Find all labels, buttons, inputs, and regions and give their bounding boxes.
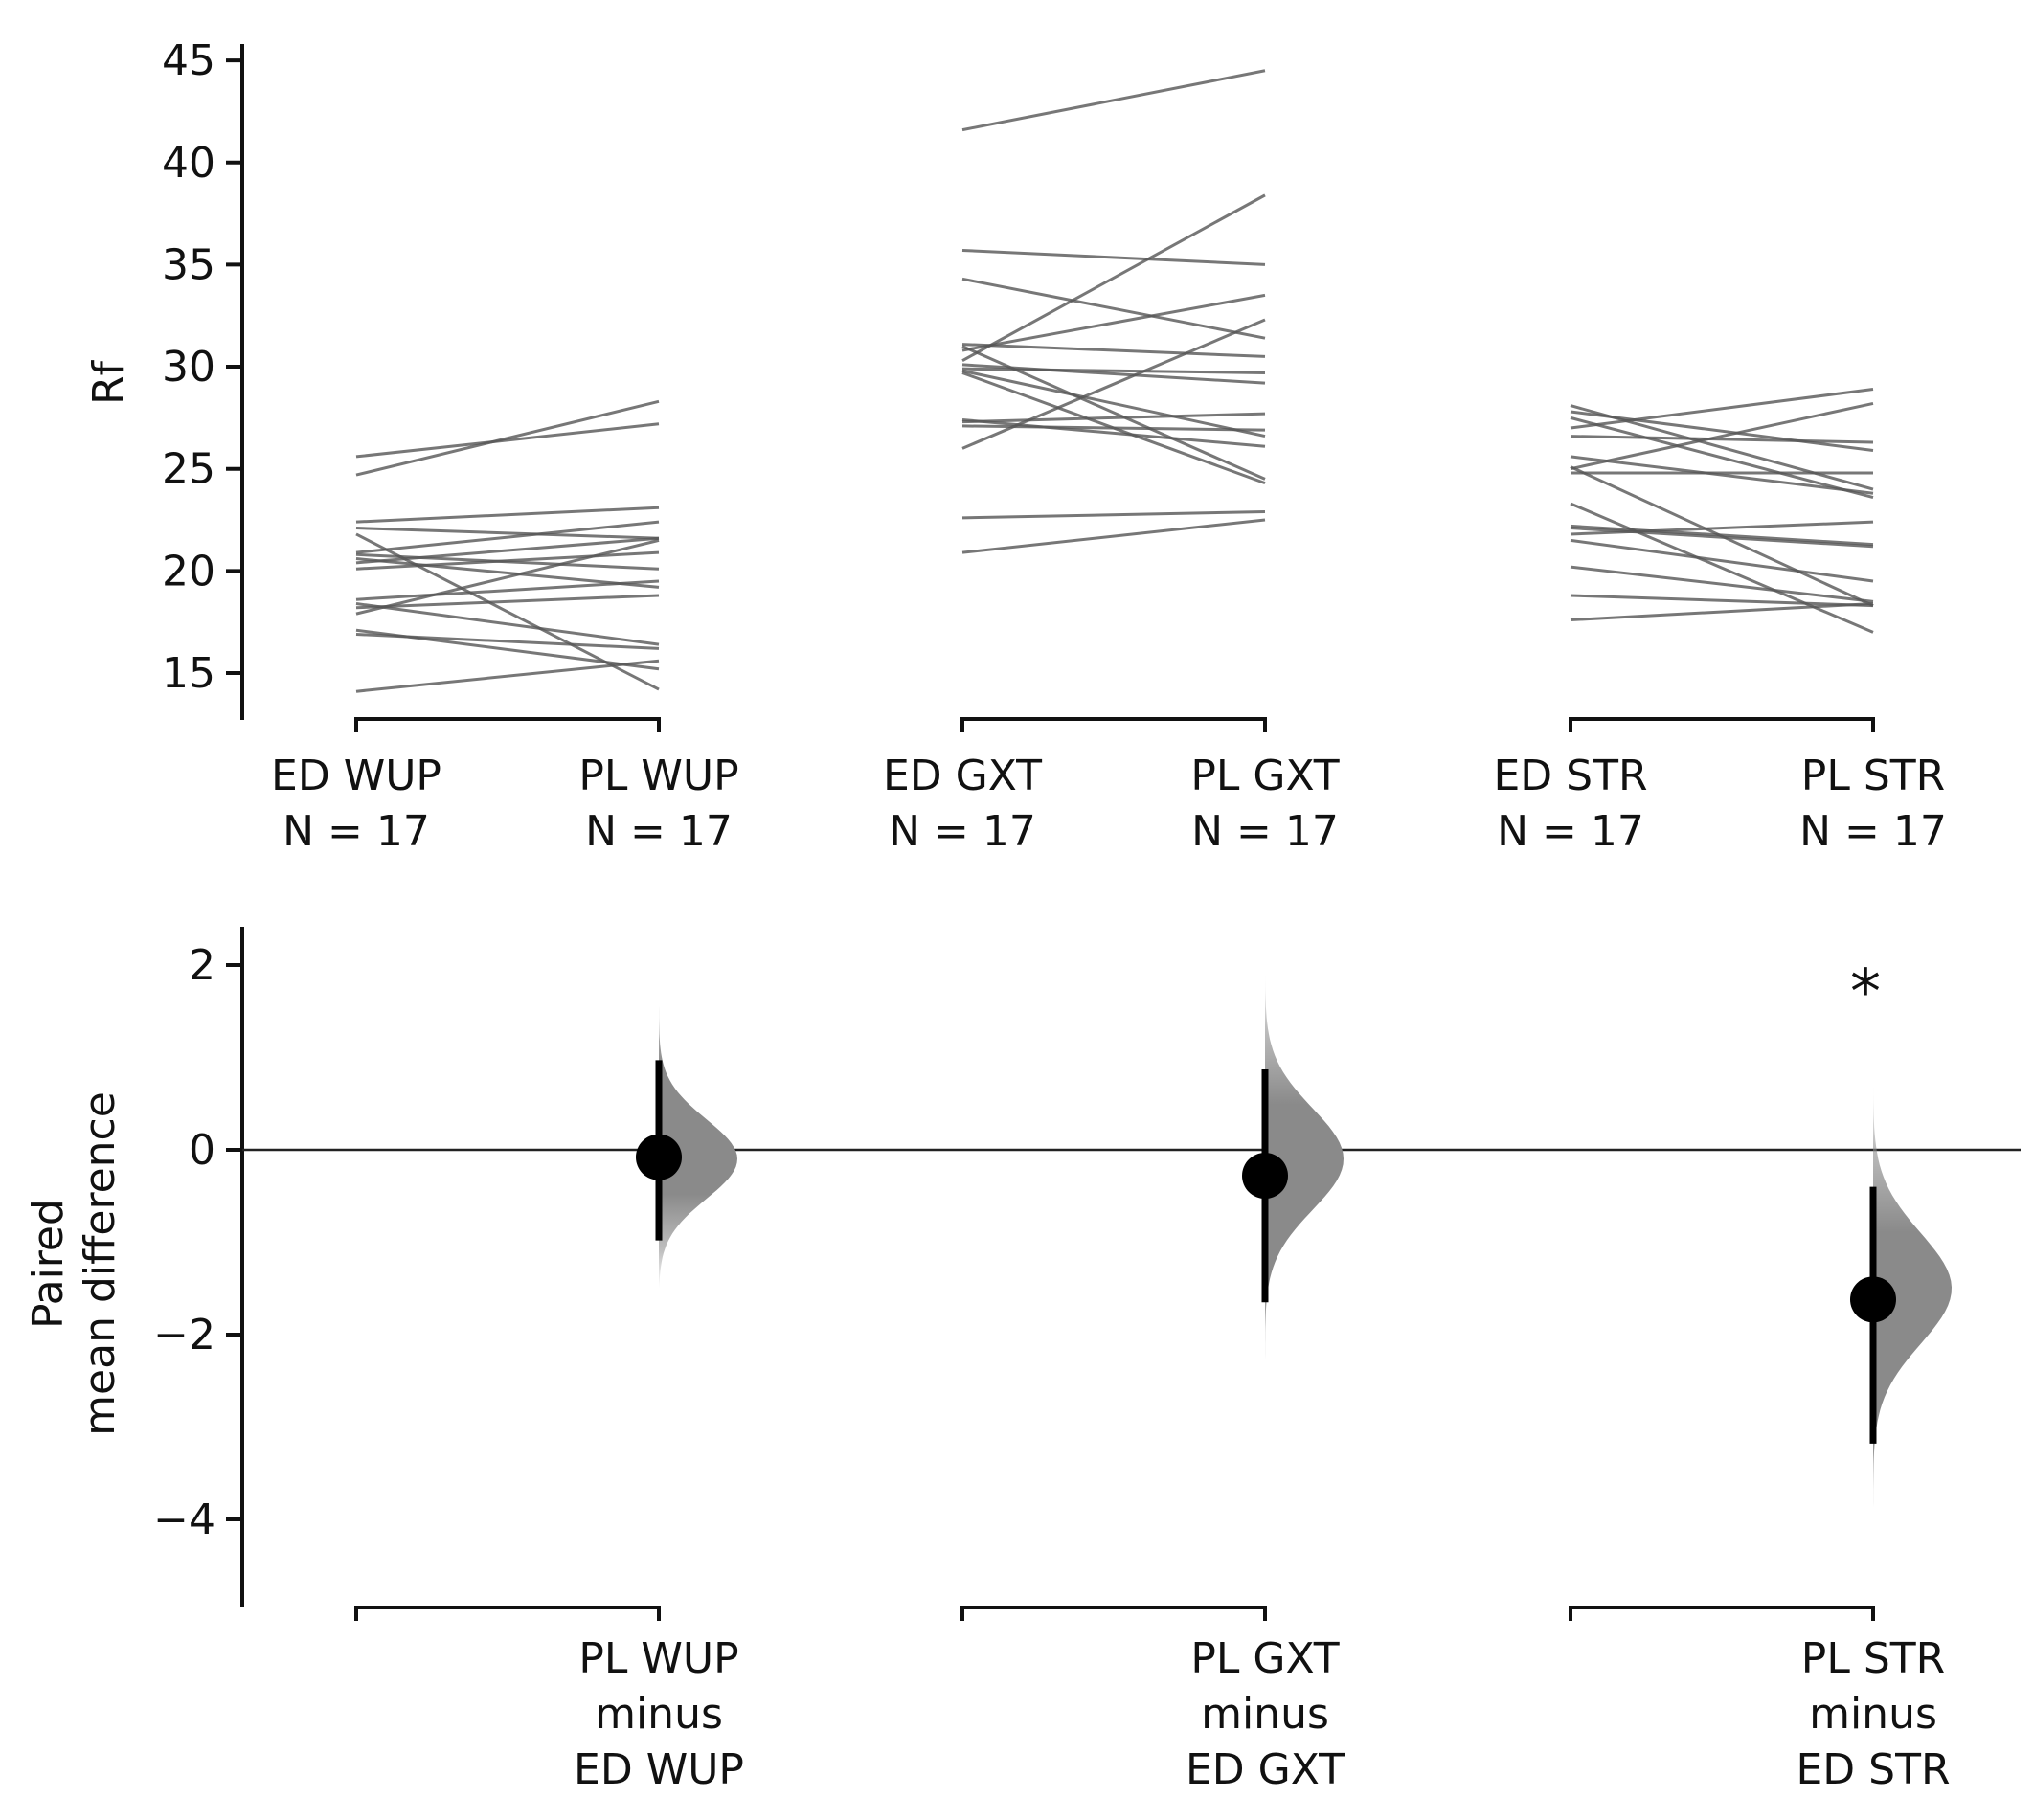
condition-label: PL GXT	[1190, 752, 1339, 800]
contrast-label: PL WUP minus ED WUP	[574, 1634, 744, 1794]
paired-observation-line	[355, 550, 660, 571]
top-y-tick-label: 40	[162, 139, 215, 188]
paired-observation-line	[961, 518, 1266, 554]
paired-observation-line	[355, 399, 660, 477]
paired-observation-line	[961, 318, 1266, 450]
paired-observation-line	[961, 193, 1266, 362]
bottom-y-axis-label-line: Paired	[24, 1199, 73, 1329]
paired-observation-line	[1570, 416, 1874, 500]
top-y-tick-label: 45	[162, 36, 215, 85]
paired-observation-line	[355, 506, 660, 524]
paired-observation-line	[355, 422, 660, 459]
condition-label: ED GXT	[883, 752, 1042, 800]
bottom-y-tick-label: −4	[153, 1495, 215, 1544]
paired-observation-line	[1570, 388, 1874, 430]
paired-observation-line	[961, 69, 1266, 132]
paired-observation-line	[961, 412, 1266, 424]
paired-observation-line	[1570, 520, 1874, 536]
paired-observation-line	[1570, 455, 1874, 495]
condition-label: PL WUP	[578, 752, 738, 800]
top-y-tick-label: 15	[162, 649, 215, 698]
mean-difference-point	[1242, 1153, 1288, 1200]
paired-observation-line	[355, 632, 660, 650]
paired-observation-line	[961, 277, 1266, 340]
top-y-tick-label: 35	[162, 240, 215, 289]
paired-mean-difference-panel: 2 0 −2 −4 Pairedmean difference PL WUP minus ED…	[24, 927, 2021, 1794]
sample-size-label: N = 17	[1497, 807, 1644, 856]
bootstrap-distribution	[659, 974, 737, 1289]
paired-observation-line	[1570, 435, 1874, 444]
paired-observation-line	[961, 509, 1266, 520]
top-y-tick-label: 30	[162, 343, 215, 392]
paired-observation-line	[961, 343, 1266, 358]
paired-observation-line	[1570, 538, 1874, 583]
top-x-axis-bracket	[1569, 717, 1875, 732]
top-y-axis-label: Rf	[84, 359, 133, 405]
contrast-label-line: minus	[595, 1690, 723, 1739]
bottom-y-tick-label: 2	[189, 941, 215, 990]
contrast-label-line: ED WUP	[574, 1745, 744, 1794]
sample-size-label: N = 17	[1799, 807, 1947, 856]
condition-label: ED WUP	[271, 752, 441, 800]
paired-observation-line	[1570, 565, 1874, 603]
contrast-label-line: PL STR	[1801, 1634, 1945, 1683]
paired-observation-line	[961, 418, 1266, 448]
bottom-x-axis-bracket	[1569, 1606, 1875, 1621]
sample-size-label: N = 17	[1191, 807, 1339, 856]
bootstrap-distribution	[1873, 1085, 1952, 1575]
contrast-label-line: ED GXT	[1186, 1745, 1345, 1794]
bootstrap-distribution	[1265, 974, 1344, 1409]
condition-label: ED STR	[1493, 752, 1647, 800]
paired-observation-line	[355, 538, 660, 616]
paired-observation-line	[961, 345, 1266, 481]
contrast-label: PL STR minus ED STR	[1796, 1634, 1950, 1794]
slopegraph-panel: 15 20 25 30 35 40 45 Rf ED WUP N = 17 PL WUP N = 17…	[84, 36, 1947, 856]
paired-observation-line	[355, 579, 660, 601]
bottom-x-axis-bracket	[960, 1606, 1267, 1621]
contrast-label-line: minus	[1201, 1690, 1329, 1739]
paired-observation-line	[1570, 601, 1874, 622]
contrast-label-line: minus	[1809, 1690, 1937, 1739]
contrast-label-line: PL WUP	[578, 1634, 738, 1683]
contrast-label-line: PL GXT	[1190, 1634, 1339, 1683]
contrast-label-line: ED STR	[1796, 1745, 1950, 1794]
paired-observation-line	[1570, 401, 1874, 471]
top-x-axis-bracket	[354, 717, 661, 732]
paired-observation-line	[961, 248, 1266, 266]
sample-size-label: N = 17	[585, 807, 733, 856]
paired-observation-line	[1570, 594, 1874, 608]
paired-observation-line	[1570, 502, 1874, 634]
bottom-y-axis-label: Pairedmean difference	[24, 1091, 124, 1436]
mean-difference-point	[636, 1134, 682, 1180]
paired-observation-line	[355, 520, 660, 554]
bottom-y-tick-label: −2	[153, 1311, 215, 1359]
paired-observation-line	[1570, 524, 1874, 547]
top-y-tick-label: 20	[162, 547, 215, 595]
sample-size-label: N = 17	[889, 807, 1036, 856]
top-x-axis-bracket	[960, 717, 1267, 732]
paired-observation-line	[961, 293, 1266, 352]
sample-size-label: N = 17	[282, 807, 430, 856]
paired-observation-line	[355, 557, 660, 589]
top-y-tick-label: 25	[162, 445, 215, 494]
bottom-y-axis-label-line: mean difference	[76, 1091, 124, 1436]
paired-observation-line	[355, 532, 660, 691]
contrast-label: PL GXT minus ED GXT	[1186, 1634, 1345, 1794]
significance-asterisk: *	[1850, 957, 1881, 1028]
paired-observation-line	[355, 527, 660, 540]
paired-observation-line	[961, 369, 1266, 438]
bottom-x-axis-bracket	[354, 1606, 661, 1621]
condition-label: PL STR	[1801, 752, 1945, 800]
paired-observation-line	[355, 594, 660, 610]
bottom-y-tick-label: 0	[189, 1126, 215, 1175]
mean-difference-point	[1850, 1276, 1896, 1323]
paired-observation-line	[355, 601, 660, 646]
paired-observation-line	[355, 659, 660, 693]
paired-observation-line	[1570, 410, 1874, 452]
